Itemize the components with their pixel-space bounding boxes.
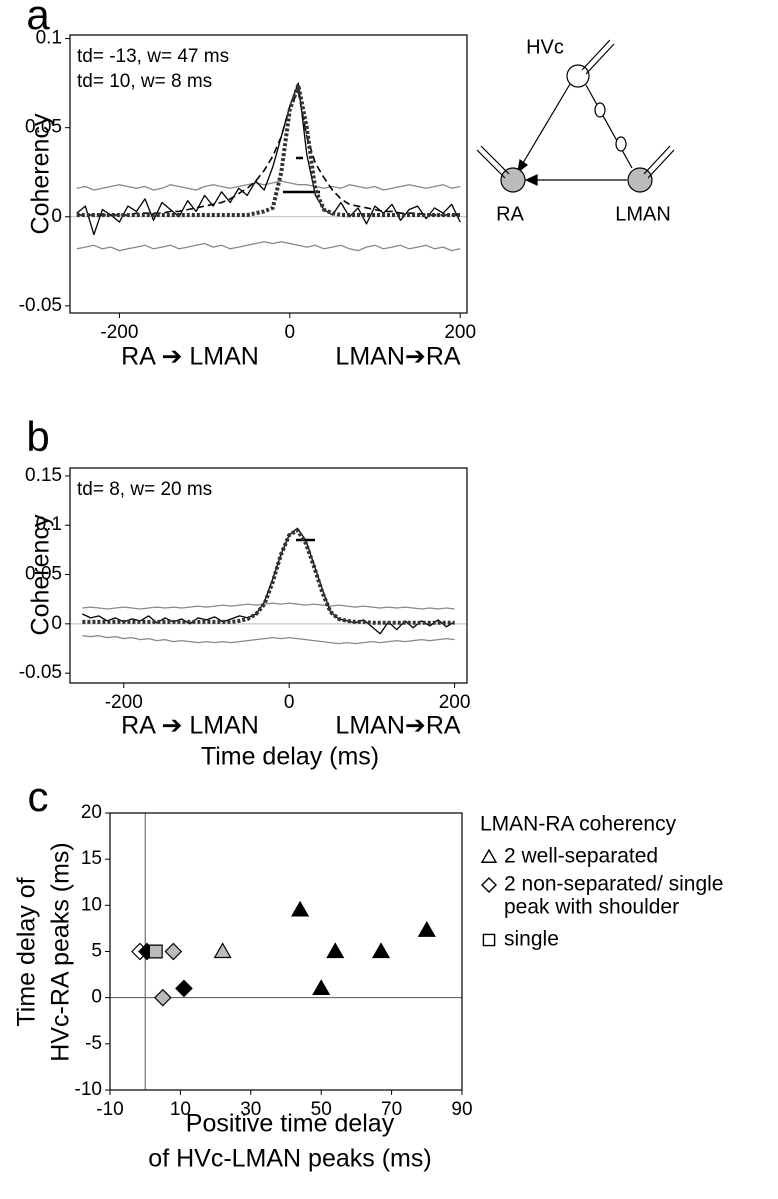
electrode [581,39,611,71]
arrowhead [524,174,538,186]
x-axis-title: Positive time delay [186,1110,395,1138]
node-label: LMAN [615,203,671,225]
data-line [76,241,461,252]
electrode [480,145,510,175]
x-tick-label: 70 [381,1099,402,1120]
data-point [417,921,436,937]
legend-marker [482,933,496,947]
node-hvc [566,64,590,88]
data-point [326,942,345,959]
x-tick-label: 0 [284,692,295,713]
x-tick-label: -200 [100,322,138,343]
y-axis-title: HVc-RA peaks (ms) [47,842,75,1061]
relay-node [594,102,606,118]
annotation: td= 8, w= 20 ms [77,479,212,500]
y-tick-label: 0.05 [25,117,62,138]
y-tick-label: 0.05 [25,564,62,585]
x-tick-label: 30 [240,1099,261,1120]
electrode [647,149,675,179]
data-point [372,942,391,959]
y-tick-label: 15 [81,848,102,869]
data-point [291,900,310,917]
data-line [82,635,455,645]
arrow-hvc-ra [519,83,571,169]
y-tick-label: -0.05 [19,295,62,316]
y-tick-label: 0.1 [36,514,62,535]
data-point [312,979,331,996]
relay-node [615,136,627,152]
y-tick-label: 5 [91,941,102,962]
data-line [82,527,455,635]
x-tick-label: 200 [444,322,476,343]
x-tick-label: 90 [451,1099,472,1120]
data-line [76,91,461,216]
x-axis-title: of HVc-LMAN peaks (ms) [148,1145,431,1173]
y-tick-label: 0 [91,987,102,1008]
legend-marker [481,877,497,893]
direction-label: LMAN➔RA [335,712,460,740]
data-line [76,82,461,236]
legend-label: 2 well-separated [504,845,658,868]
panel-letter: c [28,773,49,820]
legend-marker [480,848,498,863]
node-label: HVc [526,36,564,58]
y-axis-title: Coherency [27,514,55,635]
node-ra [500,167,526,193]
y-axis-title: Coherency [27,113,55,234]
data-point [175,979,193,998]
y-tick-label: 0 [51,206,62,227]
data-line [76,180,461,191]
y-axis-title: Time delay of [13,877,41,1026]
data-point [164,942,183,961]
data-line [82,528,455,625]
plot-frame [109,812,463,1091]
y-tick-label: -0.05 [19,662,62,683]
legend-title: LMAN-RA coherency [480,813,677,836]
panel-letter: b [26,413,49,460]
data-line [76,82,461,217]
y-tick-label: 20 [81,802,102,823]
direction-label: RA ➔ LMAN [121,343,259,371]
x-tick-label: 50 [311,1099,332,1120]
electrode [643,145,671,175]
data-point [153,988,172,1007]
annotation: td= 10, w= 8 ms [77,71,212,92]
x-tick-label: 10 [170,1099,191,1120]
annotation: td= -13, w= 47 ms [77,46,229,67]
legend-label: single [504,928,559,951]
plot-frame [69,34,468,314]
y-tick-label: 0.1 [36,28,62,49]
y-tick-label: 10 [81,894,102,915]
electrode [585,43,615,75]
arrow-hvc-lman [585,84,633,169]
x-axis-title: Time delay (ms) [201,743,379,771]
node-lman [627,167,653,193]
data-point [148,944,163,959]
arrowhead [517,158,529,174]
x-tick-label: 200 [439,692,471,713]
y-tick-label: 0.15 [25,465,62,486]
legend-label: peak with shoulder [504,896,679,919]
node-label: RA [496,203,524,225]
data-point [213,942,232,959]
x-tick-label: 0 [285,322,296,343]
x-tick-label: -10 [96,1099,123,1120]
panel-letter: a [26,0,50,38]
y-tick-label: -5 [85,1033,102,1054]
y-tick-label: -10 [75,1079,102,1100]
direction-label: LMAN➔RA [335,343,460,371]
plot-frame [69,467,468,684]
x-tick-label: -200 [105,692,143,713]
electrode [476,149,506,179]
data-line [82,602,455,610]
y-tick-label: 0 [51,613,62,634]
direction-label: RA ➔ LMAN [121,712,259,740]
circuit-diagram [476,39,675,193]
legend-label: 2 non-separated/ single [504,873,724,896]
